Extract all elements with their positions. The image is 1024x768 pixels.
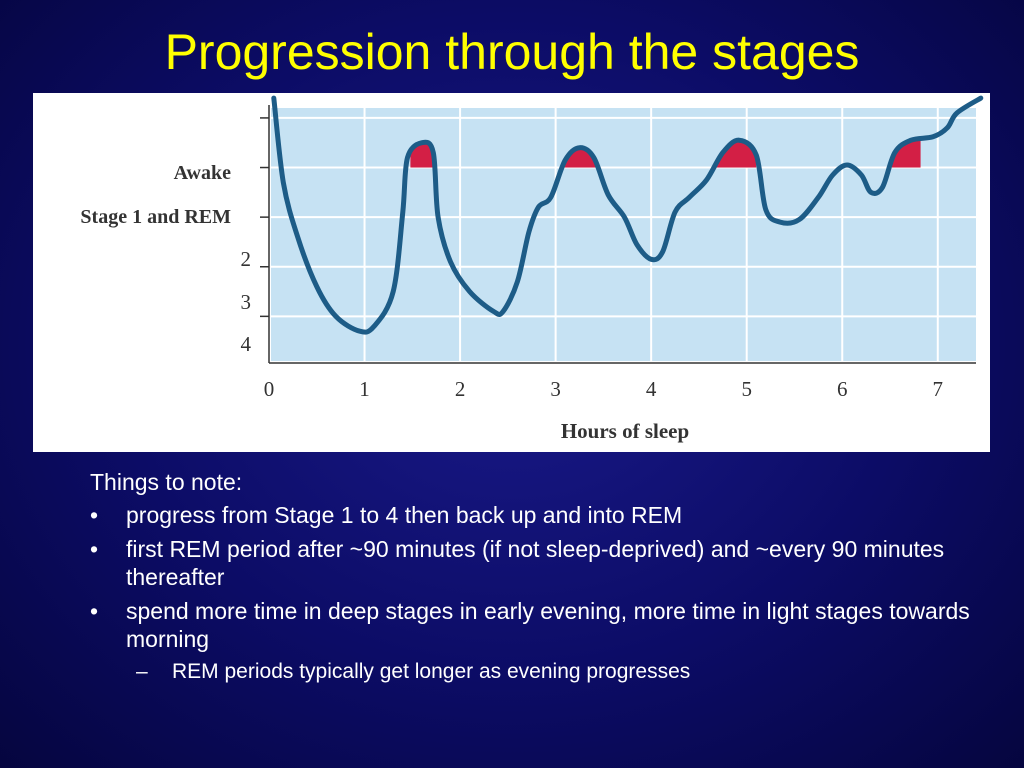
y-label-stage3: 3 — [241, 290, 252, 314]
bullet-marker: • — [90, 598, 99, 624]
note-sub-bullet: – REM periods typically get longer as ev… — [136, 659, 970, 685]
sleep-stage-line — [271, 95, 984, 335]
y-label-awake: Awake — [174, 162, 232, 184]
x-axis-label: Hours of sleep — [561, 419, 689, 443]
x-tick-label: 4 — [646, 377, 657, 401]
note-bullet: • first REM period after ~90 minutes (if… — [90, 535, 970, 591]
x-tick-label: 2 — [455, 377, 466, 401]
note-bullet: • spend more time in deep stages in earl… — [90, 597, 970, 653]
note-bullet: • progress from Stage 1 to 4 then back u… — [90, 501, 970, 529]
note-text: first REM period after ~90 minutes (if n… — [126, 536, 945, 590]
slide-title: Progression through the stages — [164, 24, 860, 80]
y-label-stage2: 2 — [241, 247, 252, 271]
x-tick-label: 0 — [264, 377, 275, 401]
bullet-marker: • — [90, 502, 99, 528]
sub-bullet-marker: – — [136, 660, 148, 683]
note-text: progress from Stage 1 to 4 then back up … — [126, 502, 683, 528]
chart-canvas: 0 1 2 3 4 5 6 7 Awake Stage 1 and REM 2 3 4 Hou… — [80, 95, 984, 443]
notes-heading: Things to note: — [90, 469, 243, 495]
x-tick-label: 1 — [359, 377, 370, 401]
notes-section: Things to note: • progress from Stage 1 … — [90, 468, 970, 685]
bullet-marker: • — [90, 536, 99, 562]
sub-note-text: REM periods typically get longer as even… — [172, 660, 691, 683]
note-text: spend more time in deep stages in early … — [126, 598, 970, 652]
x-tick-label: 5 — [741, 377, 752, 401]
grid-lines — [269, 108, 976, 361]
y-ticks — [260, 117, 269, 318]
x-tick-label: 7 — [933, 377, 944, 401]
sleep-stages-chart: 0 1 2 3 4 5 6 7 Awake Stage 1 and REM 2 3 4 Hou… — [33, 93, 990, 452]
x-tick-label: 3 — [550, 377, 561, 401]
x-ticks: 0 1 2 3 4 5 6 7 — [264, 377, 943, 401]
y-label-stage1-rem: Stage 1 and REM — [80, 206, 231, 228]
plot-area — [271, 108, 976, 361]
y-label-stage4: 4 — [241, 332, 252, 356]
x-tick-label: 6 — [837, 377, 848, 401]
